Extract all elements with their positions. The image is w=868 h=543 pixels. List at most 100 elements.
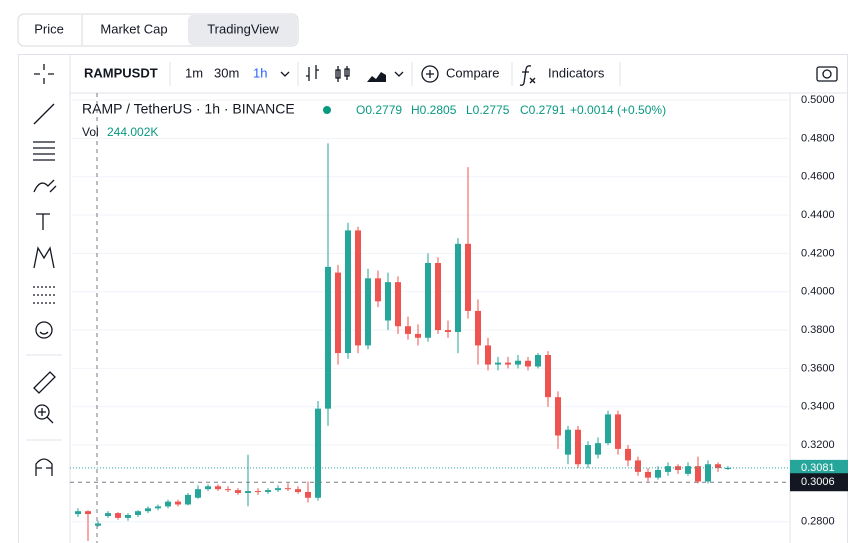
- text-tool[interactable]: [36, 213, 50, 230]
- candle-body: [205, 486, 211, 490]
- y-tick-label: 0.3400: [801, 401, 835, 413]
- snapshot-icon[interactable]: [816, 66, 838, 82]
- y-tick-label: 0.4000: [801, 286, 835, 298]
- candle-body: [185, 494, 191, 505]
- measure-tool[interactable]: [33, 371, 56, 394]
- crosshair-tool[interactable]: [34, 64, 54, 84]
- crosshair-tag: [790, 473, 848, 492]
- candle-body: [75, 511, 81, 515]
- interval-active[interactable]: 1h: [253, 65, 267, 80]
- area-style-icon[interactable]: [367, 72, 386, 82]
- candle-body: [335, 272, 341, 354]
- candle-style-icon[interactable]: [335, 66, 350, 82]
- y-tick-label: 0.5000: [801, 94, 835, 106]
- tab[interactable]: Price: [34, 21, 64, 36]
- volume-value: 244.002K: [107, 125, 158, 139]
- candle-body: [235, 490, 241, 493]
- candle-body: [445, 330, 451, 332]
- pattern-tool[interactable]: [33, 246, 55, 269]
- candle-body: [655, 469, 661, 478]
- style-menu[interactable]: [394, 71, 404, 77]
- y-tick-label: 0.4800: [801, 132, 835, 144]
- candle-body: [405, 326, 411, 334]
- legend-high: H0.2805: [411, 103, 457, 117]
- candle-body: [455, 243, 461, 332]
- candle-body: [495, 362, 501, 365]
- candle-body: [125, 515, 131, 518]
- symbol[interactable]: RAMPUSDT: [84, 65, 158, 80]
- plot-area: 0.2800 0.3200 0.3400 0.3600 0.3800 0.4000 0.42…: [70, 93, 848, 543]
- candle-body: [385, 282, 391, 321]
- candle-body: [715, 464, 721, 469]
- prediction-tool[interactable]: [33, 286, 55, 304]
- compare-button[interactable]: Compare: [446, 65, 499, 80]
- widget-frame: [18, 54, 848, 543]
- crosshair-label: 0.3006: [801, 476, 835, 488]
- zoom-tool[interactable]: [34, 404, 50, 420]
- last-price-label: 0.3081: [801, 462, 835, 474]
- compare-icon[interactable]: [421, 65, 439, 83]
- legend-title: RAMP / TetherUS · 1h · BINANCE: [82, 101, 295, 117]
- candle-body: [665, 466, 671, 472]
- interval[interactable]: 30m: [214, 65, 239, 80]
- candle-body: [275, 488, 281, 491]
- tab[interactable]: TradingView: [207, 21, 279, 36]
- compare-icon[interactable]: [426, 70, 434, 78]
- candle-body: [105, 513, 111, 516]
- candle-body: [615, 414, 621, 449]
- candle-body: [635, 460, 641, 472]
- brush-tool[interactable]: [33, 179, 57, 193]
- candle-body: [375, 278, 381, 302]
- candle-body: [285, 488, 291, 490]
- bar-style-icon[interactable]: [306, 65, 319, 81]
- candle-body: [415, 333, 421, 338]
- icon-tool[interactable]: [35, 321, 53, 339]
- candle-body: [725, 467, 731, 470]
- snapshot-icon[interactable]: [822, 69, 832, 79]
- candle-body: [345, 230, 351, 354]
- candle-body: [585, 445, 591, 465]
- volume-label: Vol: [82, 125, 99, 139]
- y-tick-label: 0.3800: [801, 324, 835, 336]
- candle-body: [505, 362, 511, 365]
- candle-body: [95, 523, 101, 526]
- candle-body: [225, 489, 231, 491]
- interval-menu[interactable]: [280, 71, 290, 77]
- y-tick-label: 0.4400: [801, 209, 835, 221]
- candle-body: [325, 266, 331, 409]
- candle-body: [195, 489, 201, 498]
- candle-body: [465, 243, 471, 311]
- candle-body: [155, 506, 161, 509]
- line-tool[interactable]: [33, 103, 55, 125]
- indicators-icon[interactable]: [519, 65, 536, 86]
- candle-body: [245, 491, 251, 493]
- indicators-button[interactable]: Indicators: [548, 65, 605, 80]
- interval[interactable]: 1m: [185, 65, 203, 80]
- legend-close: C0.2791: [520, 103, 566, 117]
- last-price-tag: [790, 459, 848, 476]
- legend-low: L0.2775: [466, 103, 510, 117]
- candle-body: [305, 492, 311, 498]
- candle-body: [515, 360, 521, 365]
- candle-body: [135, 511, 141, 516]
- candle-body: [295, 489, 301, 493]
- candle-body: [695, 466, 701, 482]
- y-tick-label: 0.2800: [801, 516, 835, 528]
- candle-body: [365, 278, 371, 346]
- candle-body: [265, 490, 271, 493]
- candle-body: [355, 230, 361, 346]
- candle-body: [645, 471, 651, 478]
- tab[interactable]: Market Cap: [100, 21, 167, 36]
- candle-body: [575, 429, 581, 465]
- candle-body: [685, 466, 691, 474]
- y-tick-label: 0.3200: [801, 439, 835, 451]
- candle-body: [425, 262, 431, 338]
- magnet-tool[interactable]: [35, 458, 53, 476]
- fib-tool[interactable]: [33, 141, 55, 161]
- candle-body: [435, 262, 441, 331]
- icon-tool[interactable]: [39, 331, 49, 335]
- candle-body: [115, 513, 121, 518]
- zoom-tool[interactable]: [38, 408, 54, 424]
- candle-body: [215, 486, 221, 490]
